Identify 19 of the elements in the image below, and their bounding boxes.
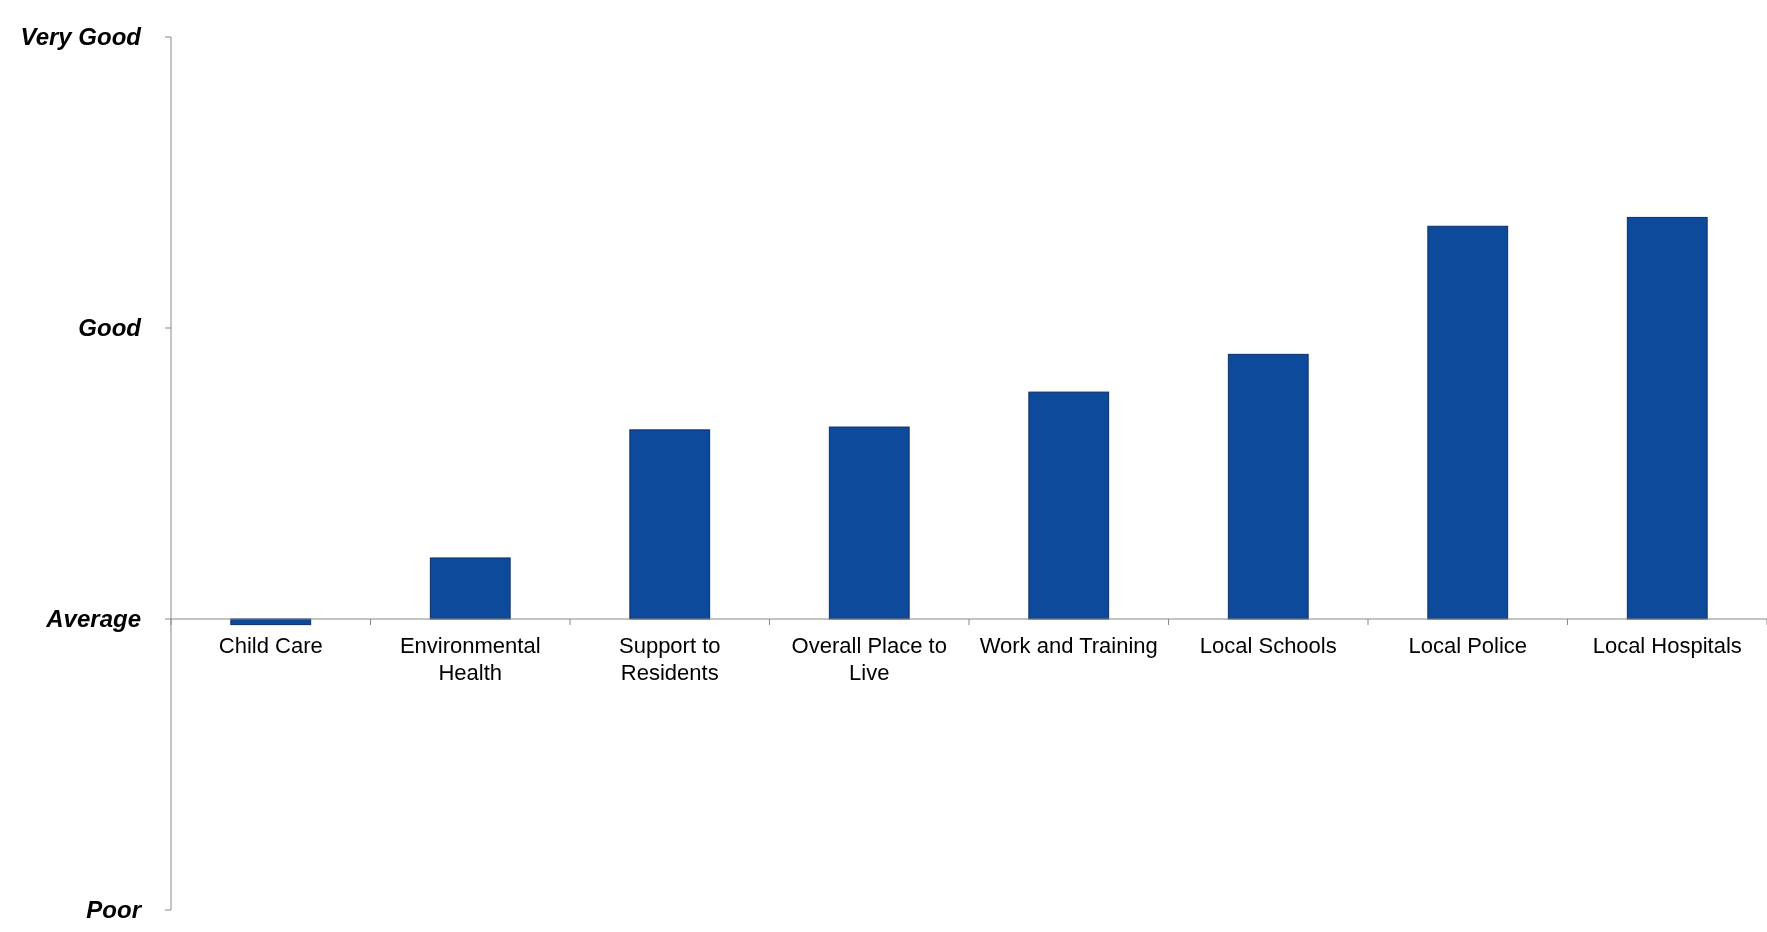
x-tick-label: Child Care xyxy=(218,633,323,658)
bar xyxy=(629,429,711,620)
bar xyxy=(828,426,910,620)
x-tick-label: Overall Place to Live xyxy=(791,633,947,685)
x-tick-label: Local Hospitals xyxy=(1592,633,1742,658)
x-tick-label: Support to Residents xyxy=(618,633,721,685)
bar xyxy=(1427,225,1509,620)
x-tick-label: Work and Training xyxy=(979,633,1158,658)
x-tick-label: Local Schools xyxy=(1199,633,1337,658)
x-tick-label: Local Police xyxy=(1408,633,1528,658)
bar xyxy=(429,557,511,620)
text: Very Good xyxy=(20,23,143,51)
text: Poor xyxy=(86,896,143,924)
x-tick-label: Environmental Health xyxy=(399,633,541,685)
bar xyxy=(1626,216,1708,620)
text: Good xyxy=(78,314,143,342)
bar xyxy=(1227,353,1309,620)
text: Average xyxy=(45,605,141,633)
bar xyxy=(1028,391,1110,620)
